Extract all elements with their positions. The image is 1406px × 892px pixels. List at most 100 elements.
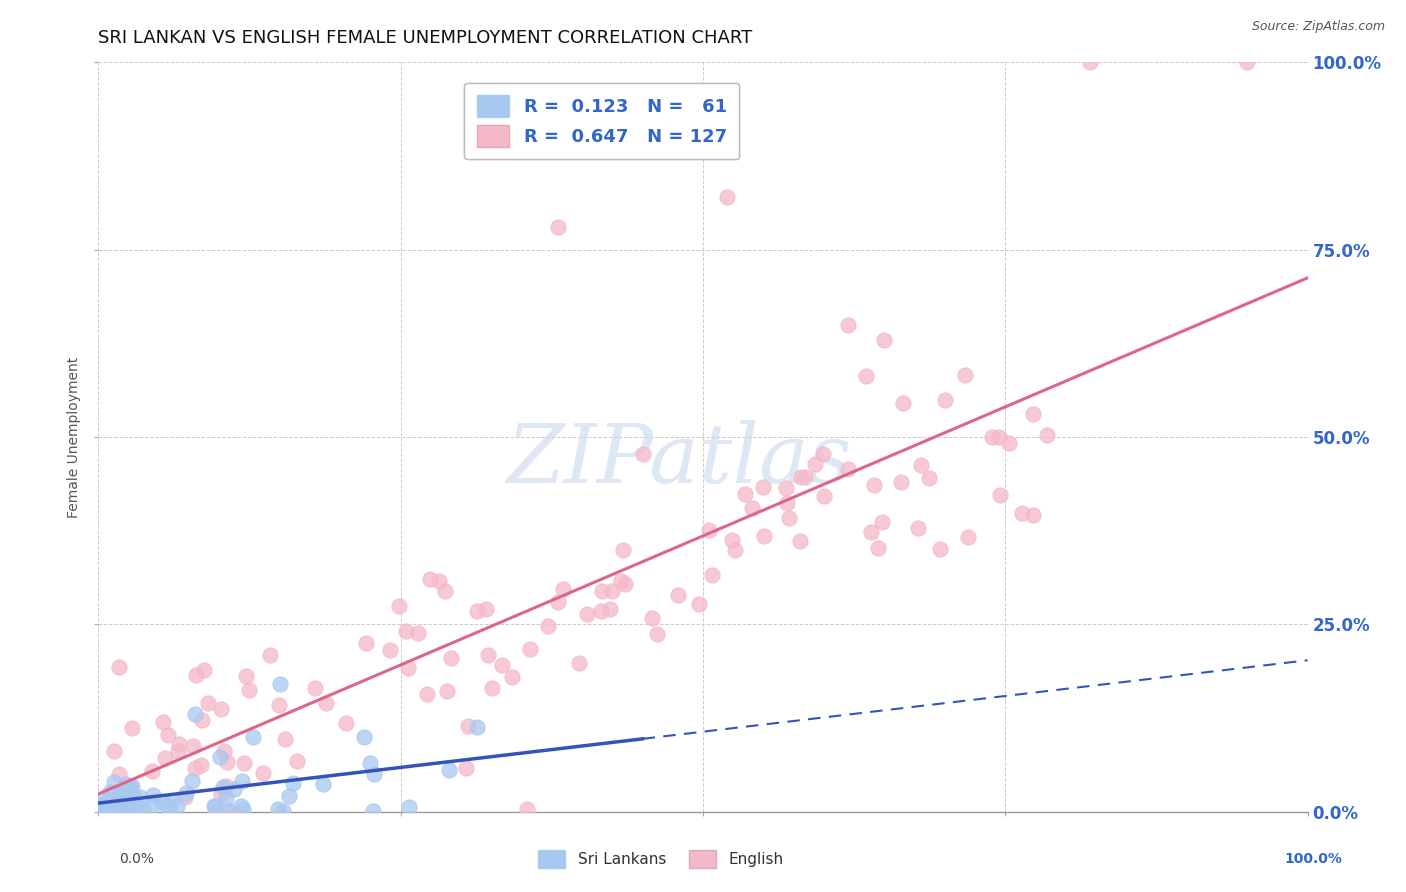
Text: 100.0%: 100.0% [1285,852,1343,866]
English [406,626,429,640]
Text: ZIPatlas: ZIPatlas [506,419,852,500]
English [794,470,817,484]
English [576,607,599,621]
Sri Lankans [118,780,141,794]
Sri Lankans [439,763,461,777]
English [997,435,1019,450]
English [115,805,138,819]
English [477,648,499,662]
English [429,574,451,589]
English [929,541,952,556]
English [910,458,932,472]
English [775,481,797,495]
English [987,430,1010,444]
Sri Lankans [104,801,127,815]
English [191,713,214,727]
English [599,602,621,616]
English [481,681,503,696]
English [436,683,458,698]
English [252,766,274,780]
Sri Lankans [121,779,143,793]
English [396,660,419,674]
English [467,603,489,617]
English [456,761,478,775]
Sri Lankans [361,804,384,818]
Sri Lankans [204,799,226,814]
Sri Lankans [312,777,335,791]
English [197,696,219,710]
English [553,582,575,596]
English [647,627,669,641]
English [475,602,498,616]
English [907,521,929,535]
Sri Lankans [465,720,488,734]
Sri Lankans [283,776,305,790]
English [873,333,896,347]
English [591,584,613,599]
Sri Lankans [121,797,143,811]
Sri Lankans [160,794,183,808]
Sri Lankans [100,803,122,817]
Sri Lankans [142,788,165,802]
Sri Lankans [122,790,145,805]
English [269,698,291,713]
Sri Lankans [90,804,112,818]
English [259,648,281,662]
Sri Lankans [120,795,142,809]
English [108,660,131,674]
Sri Lankans [212,780,235,794]
English [641,611,664,625]
English [121,722,143,736]
English [716,190,738,204]
Sri Lankans [91,798,114,813]
Sri Lankans [155,798,177,813]
English [957,530,980,544]
Sri Lankans [91,802,114,816]
English [699,523,721,537]
English [631,447,654,461]
English [395,624,418,638]
English [752,480,775,494]
English [790,470,813,484]
Sri Lankans [232,801,254,815]
English [212,744,235,758]
Sri Lankans [353,730,375,744]
English [918,471,941,485]
English [304,681,326,695]
Sri Lankans [117,798,139,813]
English [285,754,308,768]
English [547,595,569,609]
English [91,805,114,819]
English [1011,506,1033,520]
English [1078,55,1101,70]
English [1021,508,1043,522]
English [775,496,797,510]
English [1036,428,1059,442]
English [439,650,461,665]
Sri Lankans [267,802,290,816]
English [610,574,633,589]
Sri Lankans [176,786,198,800]
Sri Lankans [363,767,385,781]
English [209,702,232,716]
English [501,670,523,684]
English [491,657,513,672]
Sri Lankans [271,804,294,818]
English [354,636,377,650]
Sri Lankans [110,790,132,805]
Sri Lankans [89,801,111,815]
Sri Lankans [269,677,291,691]
Sri Lankans [103,793,125,807]
English [862,478,884,492]
English [141,764,163,778]
English [378,643,401,657]
English [184,761,207,775]
English [315,696,337,710]
English [335,716,357,731]
Sri Lankans [242,730,264,744]
English [741,500,763,515]
English [778,511,800,525]
English [589,604,612,618]
English [209,788,232,802]
English [190,757,212,772]
